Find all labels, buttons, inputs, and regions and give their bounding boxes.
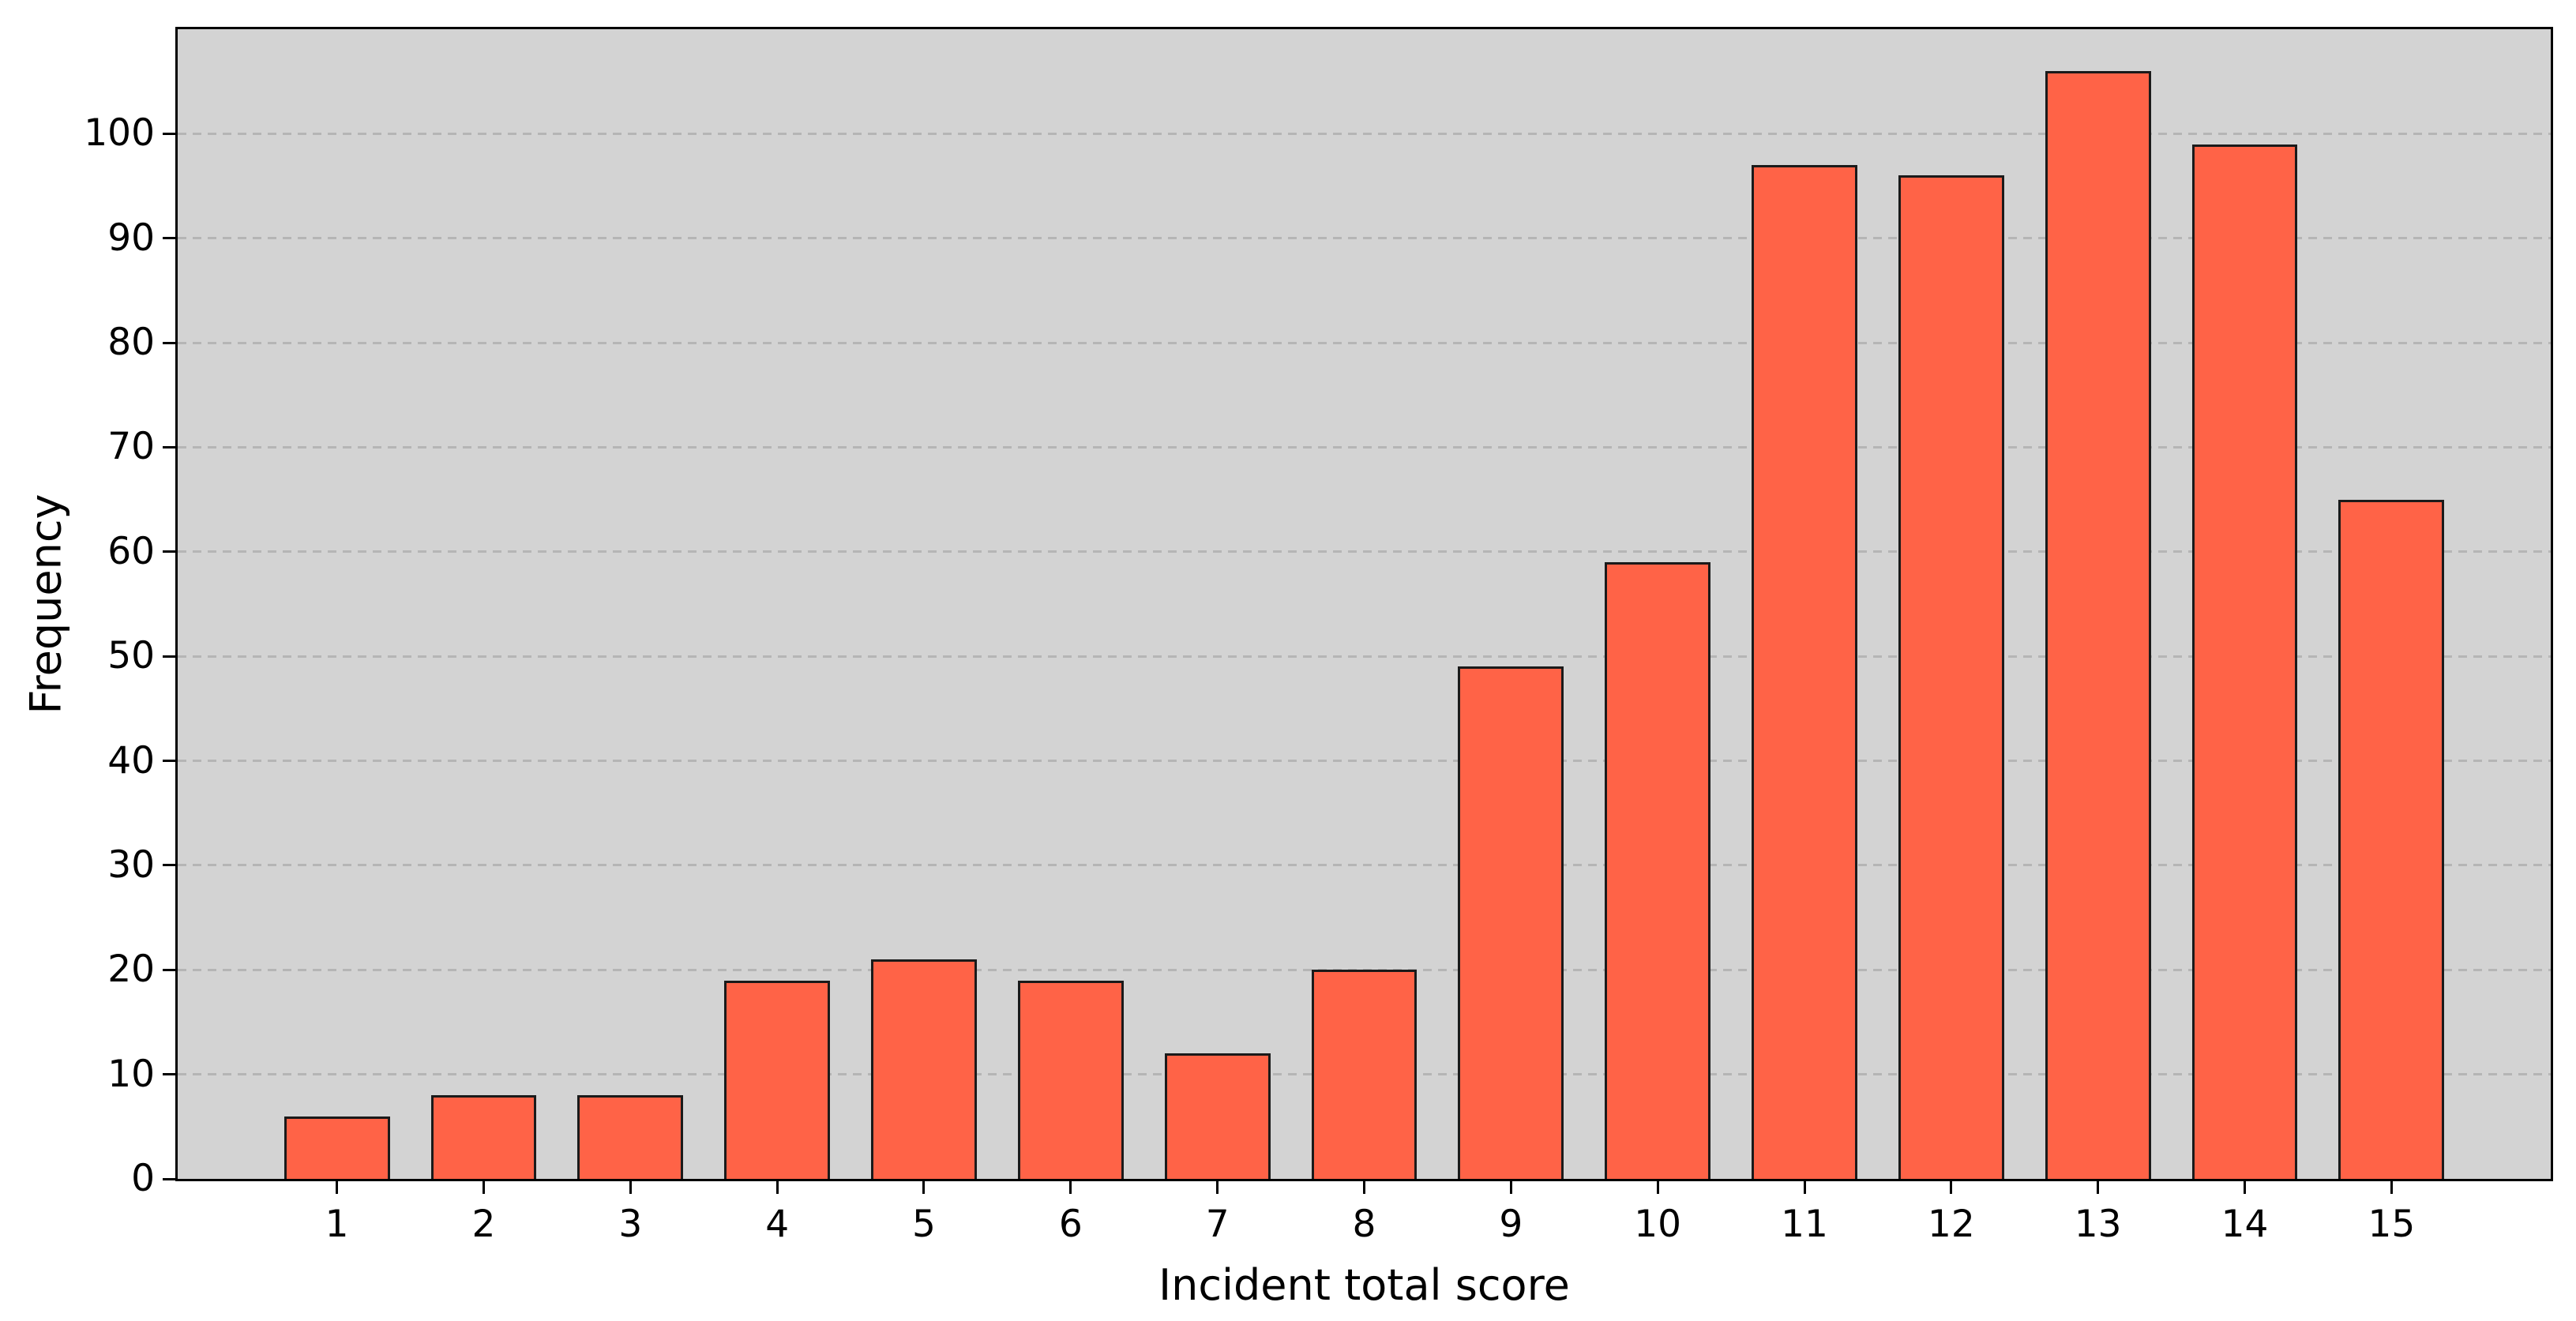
x-tick-mark: [1950, 1181, 1953, 1194]
y-gridline: [178, 341, 2551, 344]
y-tick-label: 0: [131, 1157, 155, 1200]
x-tick-mark: [1363, 1181, 1365, 1194]
y-tick-label: 70: [107, 425, 155, 469]
x-tick-label: 9: [1499, 1203, 1523, 1246]
x-axis-label: Incident total score: [1158, 1260, 1570, 1310]
y-tick-label: 90: [107, 216, 155, 260]
bar-score-7: [1164, 1053, 1271, 1179]
y-tick-label: 100: [84, 111, 155, 156]
bar-score-11: [1752, 165, 1857, 1179]
y-tick-mark: [163, 237, 175, 240]
bar-score-4: [724, 980, 831, 1179]
y-tick-mark: [163, 760, 175, 763]
y-tick-label: 10: [107, 1052, 155, 1096]
x-tick-mark: [1803, 1181, 1806, 1194]
y-gridline: [178, 550, 2551, 554]
x-tick-label: 4: [765, 1203, 790, 1246]
y-tick-mark: [163, 132, 175, 135]
y-gridline: [178, 864, 2551, 867]
bar-score-12: [1898, 175, 2004, 1179]
bar-score-14: [2191, 144, 2298, 1179]
x-tick-label: 13: [2074, 1203, 2122, 1246]
y-gridline: [178, 760, 2551, 763]
x-tick-mark: [922, 1181, 926, 1194]
x-tick-mark: [482, 1181, 485, 1194]
plot-area: [175, 27, 2553, 1181]
bar-score-13: [2045, 70, 2151, 1179]
x-tick-label: 8: [1352, 1203, 1376, 1246]
y-tick-label: 50: [107, 634, 155, 678]
x-tick-mark: [1069, 1181, 1072, 1194]
bar-score-2: [430, 1095, 537, 1179]
y-tick-mark: [163, 341, 175, 344]
y-gridline: [178, 655, 2551, 658]
bar-score-3: [577, 1095, 684, 1179]
y-tick-label: 80: [107, 321, 155, 365]
x-tick-mark: [1656, 1181, 1659, 1194]
y-tick-label: 20: [107, 948, 155, 992]
y-gridline: [178, 445, 2551, 448]
y-tick-mark: [163, 550, 175, 554]
y-tick-mark: [163, 864, 175, 867]
x-tick-mark: [1216, 1181, 1219, 1194]
x-tick-label: 10: [1634, 1203, 1682, 1246]
x-tick-mark: [1509, 1181, 1512, 1194]
y-tick-mark: [163, 1073, 175, 1076]
x-tick-label: 1: [325, 1203, 349, 1246]
bar-score-15: [2338, 499, 2445, 1179]
bar-score-6: [1017, 980, 1124, 1179]
x-tick-mark: [2097, 1181, 2100, 1194]
y-gridline: [178, 237, 2551, 240]
x-tick-label: 12: [1927, 1203, 1975, 1246]
x-tick-mark: [629, 1181, 632, 1194]
y-tick-label: 60: [107, 529, 155, 573]
y-tick-label: 40: [107, 738, 155, 782]
x-tick-label: 11: [1781, 1203, 1828, 1246]
y-tick-mark: [163, 968, 175, 971]
x-tick-label: 6: [1058, 1203, 1083, 1246]
bar-score-8: [1311, 970, 1418, 1179]
y-gridline: [178, 132, 2551, 135]
bar-score-9: [1458, 666, 1564, 1179]
y-axis-label: Frequency: [21, 493, 71, 715]
y-tick-mark: [163, 1177, 175, 1180]
y-gridline: [178, 968, 2551, 971]
x-tick-label: 2: [471, 1203, 496, 1246]
x-tick-mark: [775, 1181, 779, 1194]
bar-score-1: [284, 1116, 390, 1179]
y-tick-mark: [163, 655, 175, 658]
x-tick-mark: [2244, 1181, 2247, 1194]
x-tick-mark: [2390, 1181, 2393, 1194]
x-tick-label: 14: [2221, 1203, 2269, 1246]
x-tick-label: 5: [912, 1203, 936, 1246]
x-tick-label: 7: [1205, 1203, 1230, 1246]
y-tick-label: 30: [107, 843, 155, 887]
y-tick-mark: [163, 445, 175, 448]
x-tick-mark: [336, 1181, 339, 1194]
bar-score-10: [1605, 562, 1711, 1179]
bar-score-5: [871, 959, 977, 1179]
x-tick-label: 15: [2368, 1203, 2416, 1246]
x-tick-label: 3: [618, 1203, 643, 1246]
